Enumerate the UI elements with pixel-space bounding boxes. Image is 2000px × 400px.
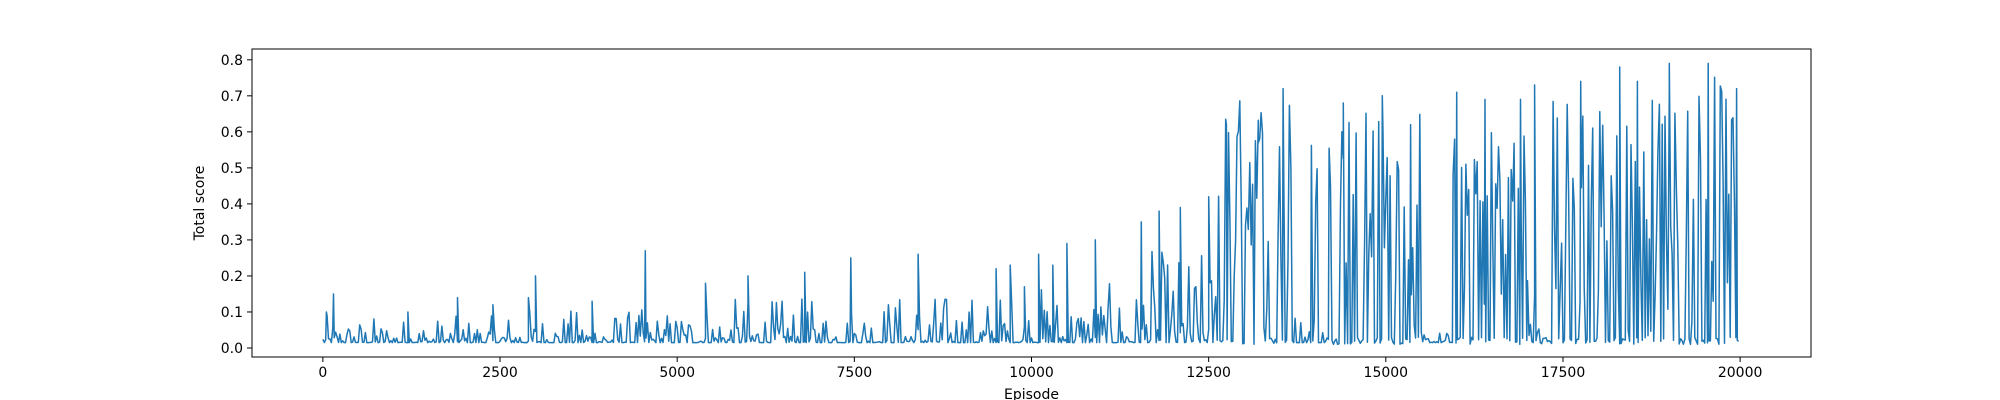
y-tick-label: 0.2 <box>221 269 243 285</box>
x-tick-label: 7500 <box>837 365 873 381</box>
x-tick-label: 10000 <box>1009 365 1054 381</box>
x-tick-label: 0 <box>318 365 327 381</box>
x-axis-label: Episode <box>1004 387 1059 400</box>
y-tick-label: 0.6 <box>221 125 243 141</box>
x-axis: 0 2500 5000 7500 10000 12500 15000 17500 20000 <box>318 357 1762 381</box>
x-tick-label: 15000 <box>1364 365 1409 381</box>
x-tick-label: 5000 <box>659 365 695 381</box>
y-tick-label: 0.7 <box>221 89 243 105</box>
x-tick-label: 12500 <box>1186 365 1231 381</box>
y-tick-label: 0.1 <box>221 305 243 321</box>
x-tick-label: 2500 <box>482 365 518 381</box>
y-tick-label: 0.3 <box>221 233 243 249</box>
x-tick-label: 20000 <box>1718 365 1763 381</box>
y-axis-label: Total score <box>192 166 208 242</box>
y-tick-label: 0.8 <box>221 53 243 69</box>
y-tick-label: 0.0 <box>221 341 243 357</box>
x-tick-label: 17500 <box>1541 365 1586 381</box>
y-tick-label: 0.4 <box>221 197 243 213</box>
series-line-total-score <box>322 62 1739 346</box>
y-axis: 0.0 0.1 0.2 0.3 0.4 0.5 0.6 0.7 0.8 <box>221 53 252 357</box>
y-tick-label: 0.5 <box>221 161 243 177</box>
